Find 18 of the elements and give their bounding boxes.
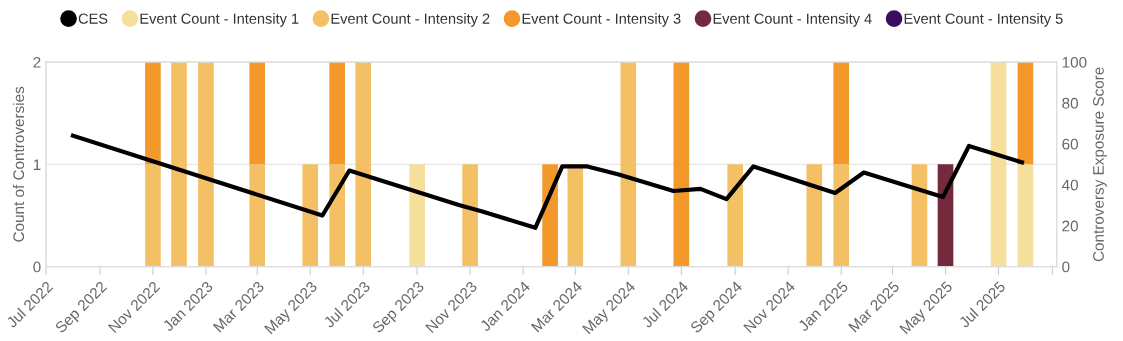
y2-tick-label: 20	[1062, 220, 1078, 232]
y2-tick-label: 60	[1062, 138, 1078, 150]
y2-tick-label: 0	[1062, 261, 1070, 273]
y2-tick-label: 40	[1061, 179, 1078, 191]
legend-label: Event Count - Intensity 1	[140, 13, 299, 27]
line-series	[70, 133, 1025, 230]
y2-tick-label: 100	[1062, 56, 1087, 68]
legend-label: Event Count - Intensity 4	[713, 13, 872, 27]
y-tick-label: 1	[33, 159, 41, 170]
legend-label: CES	[78, 13, 108, 24]
y-tick-label: 2	[33, 56, 41, 68]
y-tick-label: 0	[33, 261, 41, 273]
y2-tick-label: 80	[1062, 97, 1078, 109]
y-axis-title: Count of Controversies	[12, 86, 25, 242]
y2-axis-title: Controversy Exposure Score	[1093, 67, 1107, 262]
legend-label: Event Count - Intensity 5	[904, 13, 1063, 27]
legend-label: Event Count - Intensity 3	[522, 13, 681, 27]
legend-label: Event Count - Intensity 2	[331, 13, 490, 27]
